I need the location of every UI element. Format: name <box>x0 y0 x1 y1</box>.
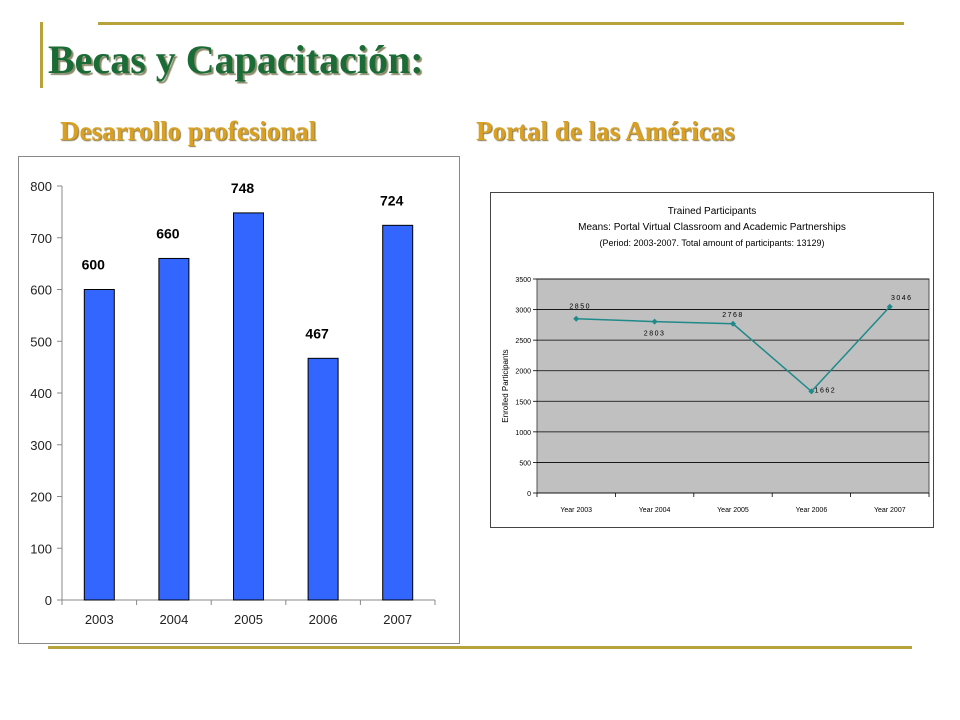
top-rule <box>98 22 904 25</box>
y-tick-label: 100 <box>30 541 52 556</box>
bar <box>83 289 115 601</box>
bar <box>382 224 414 601</box>
y-tick-label: 500 <box>30 334 52 349</box>
x-tick-label: 2007 <box>383 612 412 627</box>
data-label: 748 <box>231 180 255 196</box>
left-rule <box>40 22 43 88</box>
y-tick-label: 800 <box>30 179 52 194</box>
bar <box>158 257 190 601</box>
bar-chart: 0 100 200 300 400 500 600 700 800 2003 600 2004 660 2… <box>30 179 436 627</box>
y-tick-label: 200 <box>30 490 52 505</box>
x-tick-label: 2005 <box>234 612 263 627</box>
data-point <box>651 318 658 325</box>
data-point <box>886 303 893 310</box>
data-point <box>808 388 815 395</box>
y-tick-label: 1000 <box>515 430 531 437</box>
subtitle-left: Desarrollo profesional <box>60 116 317 146</box>
data-label: 600 <box>82 257 106 273</box>
data-point <box>730 320 736 327</box>
line-chart-note: (Period: 2003-2007. Total amount of part… <box>600 238 825 248</box>
x-tick-label: Year 2006 <box>796 507 828 514</box>
y-tick-label: 3000 <box>515 308 531 315</box>
y-axis-title: Enrolled Participants <box>501 349 510 422</box>
y-tick-label: 2500 <box>515 338 531 345</box>
line-chart-title: Trained Participants <box>668 206 757 217</box>
data-label: 660 <box>156 225 180 241</box>
x-tick-label: Year 2007 <box>874 507 906 514</box>
data-label: 1662 <box>815 387 837 394</box>
data-label: 2850 <box>569 304 591 311</box>
y-tick-label: 400 <box>30 386 52 401</box>
x-tick-label: 2003 <box>85 612 114 627</box>
bar <box>233 212 264 601</box>
y-tick-label: 3500 <box>515 277 531 284</box>
data-point <box>573 315 580 322</box>
y-tick-label: 500 <box>519 460 531 467</box>
subtitle-right: Portal de las Américas <box>476 116 735 146</box>
x-tick-label: 2004 <box>159 612 188 627</box>
y-tick-label: 300 <box>30 438 52 453</box>
data-label: 724 <box>380 192 404 208</box>
y-tick-label: 700 <box>30 231 52 246</box>
y-tick-label: 0 <box>527 491 531 498</box>
line-chart-panel: Trained Participants Means: Portal Virtua… <box>490 192 934 528</box>
bar-chart-panel: 0 100 200 300 400 500 600 700 800 2003 600 2004 660 2… <box>18 156 460 644</box>
x-tick-label: Year 2004 <box>639 507 671 514</box>
line-chart: Trained Participants Means: Portal Virtua… <box>501 206 930 514</box>
x-tick-label: 2006 <box>309 612 338 627</box>
x-tick-label: Year 2003 <box>560 507 592 514</box>
bar <box>307 357 339 601</box>
y-tick-label: 600 <box>30 283 52 298</box>
data-label: 2803 <box>644 331 666 338</box>
plot-area <box>536 278 930 494</box>
bottom-rule <box>48 646 912 649</box>
y-tick-label: 1500 <box>515 399 531 406</box>
x-tick-label: Year 2005 <box>717 507 749 514</box>
y-tick-label: 2000 <box>515 369 531 376</box>
line-chart-subtitle: Means: Portal Virtual Classroom and Acad… <box>578 222 846 233</box>
data-label: 2768 <box>722 312 744 319</box>
data-label: 467 <box>305 325 329 341</box>
y-tick-label: 0 <box>45 593 52 608</box>
data-label: 3046 <box>891 295 913 302</box>
slide-title: Becas y Capacitación: <box>48 37 424 82</box>
